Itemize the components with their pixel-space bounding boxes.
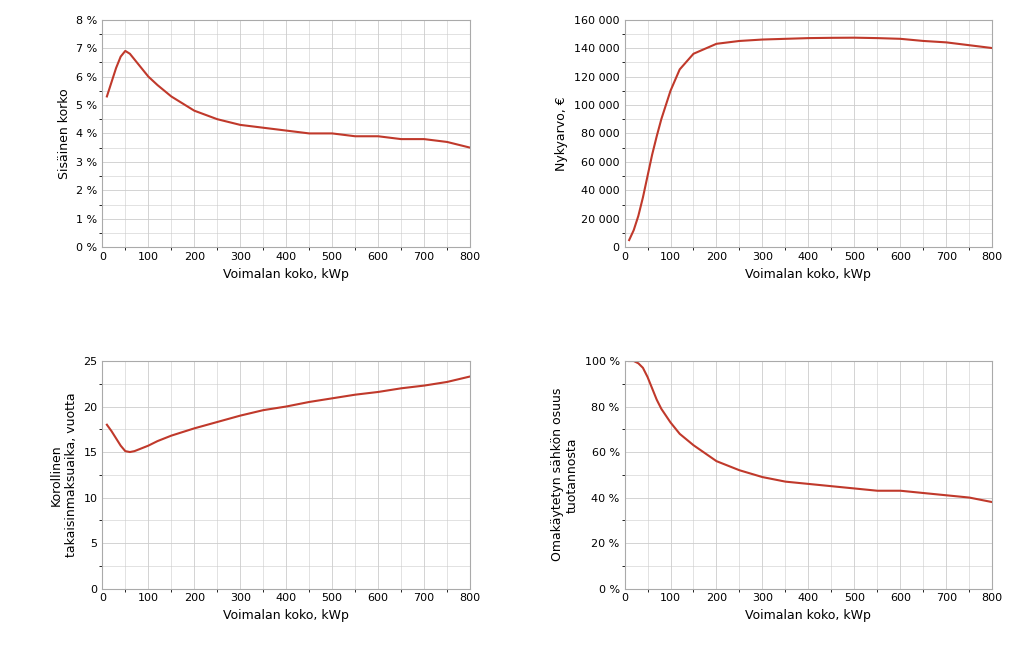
Y-axis label: Nykyarvo, €: Nykyarvo, € (555, 96, 569, 171)
X-axis label: Voimalan koko, kWp: Voimalan koko, kWp (746, 609, 872, 622)
X-axis label: Voimalan koko, kWp: Voimalan koko, kWp (223, 267, 349, 281)
X-axis label: Voimalan koko, kWp: Voimalan koko, kWp (746, 267, 872, 281)
Y-axis label: Korollinen
takaisinmaksuaika, vuotta: Korollinen takaisinmaksuaika, vuotta (50, 392, 78, 557)
X-axis label: Voimalan koko, kWp: Voimalan koko, kWp (223, 609, 349, 622)
Y-axis label: Sisäinen korko: Sisäinen korko (57, 88, 71, 179)
Y-axis label: Omakäytetyn sähkön osuus
tuotannosta: Omakäytetyn sähkön osuus tuotannosta (551, 388, 579, 562)
